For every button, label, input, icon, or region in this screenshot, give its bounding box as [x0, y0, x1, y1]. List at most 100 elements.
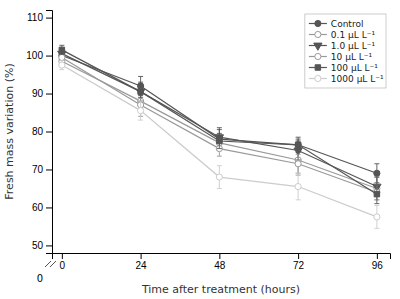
chart: 02448729650607080901001100Control0.1 μL …: [0, 0, 400, 299]
error-bar-cap: [59, 54, 64, 55]
error-bar: [59, 54, 64, 60]
series: [59, 52, 380, 182]
error-bar: [217, 133, 222, 148]
legend-key-marker: [315, 20, 321, 26]
error-bar-cap: [59, 60, 64, 61]
error-bar-cap: [374, 205, 379, 206]
legend-key-marker: [315, 31, 321, 37]
error-bar: [138, 86, 143, 97]
y-axis-line: [46, 11, 53, 254]
error-bar: [59, 45, 64, 54]
error-bar-cap: [59, 54, 64, 55]
legend: Control0.1 μL L⁻¹1.0 μL L⁻¹10 μL L⁻¹100 …: [305, 14, 386, 88]
annotation: 0: [37, 273, 43, 284]
x-tick-mark: [141, 253, 142, 259]
error-bar-cap: [296, 150, 301, 151]
error-bar: [217, 166, 222, 189]
y-axis-title: Fresh mass variation (%): [3, 63, 16, 199]
point: [374, 170, 380, 176]
legend-key-marker: [315, 65, 320, 70]
y-tick-label: 60: [32, 202, 44, 213]
axis-break-mark: [50, 261, 56, 267]
error-bar-cap: [59, 45, 64, 46]
x-tick-label: 0: [60, 260, 66, 271]
y-tick: 50: [32, 240, 52, 251]
x-tick: 0: [60, 253, 66, 271]
legend-key-marker: [315, 53, 321, 59]
error-bar-cap: [296, 173, 301, 174]
point: [295, 183, 301, 189]
y-tick-mark: [46, 207, 52, 208]
error-bar-cap: [138, 120, 143, 121]
legend-key-marker: [315, 75, 321, 81]
error-bar-cap: [296, 154, 301, 155]
legend-entry: 1000 μL L⁻¹: [309, 74, 384, 84]
y-tick: 110: [27, 12, 52, 23]
error-bar: [296, 154, 301, 173]
x-axis: 024487296: [53, 253, 391, 271]
y-tick-label: 50: [32, 240, 44, 251]
x-tick: 24: [136, 253, 148, 271]
point: [216, 174, 222, 180]
y-tick: 70: [32, 164, 52, 175]
error-bar-cap: [296, 137, 301, 138]
y-tick-label: 80: [32, 126, 44, 137]
error-bar-cap: [217, 133, 222, 134]
y-tick: 90: [32, 88, 52, 99]
y-tick-mark: [46, 18, 52, 19]
error-bar-cap: [138, 97, 143, 98]
error-bar-cap: [296, 173, 301, 174]
error-bar: [296, 173, 301, 200]
legend-label: 10 μL L⁻¹: [331, 52, 373, 62]
point: [295, 142, 300, 147]
error-bar-cap: [374, 184, 379, 185]
x-tick-label: 72: [293, 260, 305, 271]
legend-label: 100 μL L⁻¹: [331, 63, 378, 73]
legend-label: 1000 μL L⁻¹: [331, 74, 384, 84]
x-tick-label: 48: [214, 260, 226, 271]
point: [59, 54, 65, 60]
legend-entry: 1.0 μL L⁻¹: [309, 41, 376, 51]
error-bar: [138, 101, 143, 120]
y-axis: 50 60 70 80 90 100 110: [26, 11, 52, 254]
x-tick: 48: [214, 253, 226, 271]
error-bar-cap: [217, 127, 222, 128]
legend-label: 0.1 μL L⁻¹: [331, 30, 376, 40]
legend-key-marker: [314, 43, 322, 50]
error-bar-cap: [217, 165, 222, 166]
legend-entry: 10 μL L⁻¹: [309, 52, 373, 62]
error-bar-cap: [374, 228, 379, 229]
point: [374, 214, 380, 220]
error-bar-cap: [138, 101, 143, 102]
error-bar-cap: [217, 188, 222, 189]
point: [138, 108, 144, 114]
error-bar-cap: [59, 69, 64, 70]
error-bar-cap: [217, 156, 222, 157]
y-tick-label: 70: [32, 164, 44, 175]
error-bar-cap: [138, 76, 143, 77]
y-tick: 80: [32, 126, 52, 137]
x-tick-mark: [298, 253, 299, 259]
error-bar-cap: [217, 148, 222, 149]
error-bar-cap: [59, 60, 64, 61]
x-tick-mark: [62, 253, 63, 259]
error-bar-cap: [374, 184, 379, 185]
point: [138, 89, 143, 94]
legend-label: Control: [331, 19, 364, 29]
point: [217, 138, 222, 143]
x-axis-line: [53, 254, 391, 260]
y-tick: 100: [26, 50, 52, 61]
y-tick-mark: [46, 245, 52, 246]
error-bar-cap: [138, 82, 143, 83]
point: [374, 191, 379, 196]
error-bar-cap: [296, 139, 301, 140]
error-bar: [296, 139, 301, 150]
y-tick-mark: [46, 56, 52, 57]
error-bar-cap: [217, 148, 222, 149]
error-bar: [59, 60, 64, 69]
series: [58, 51, 381, 196]
error-bar-cap: [374, 177, 379, 178]
error-bar-cap: [374, 177, 379, 178]
error-bar: [138, 76, 143, 95]
y-tick-mark: [46, 94, 52, 95]
